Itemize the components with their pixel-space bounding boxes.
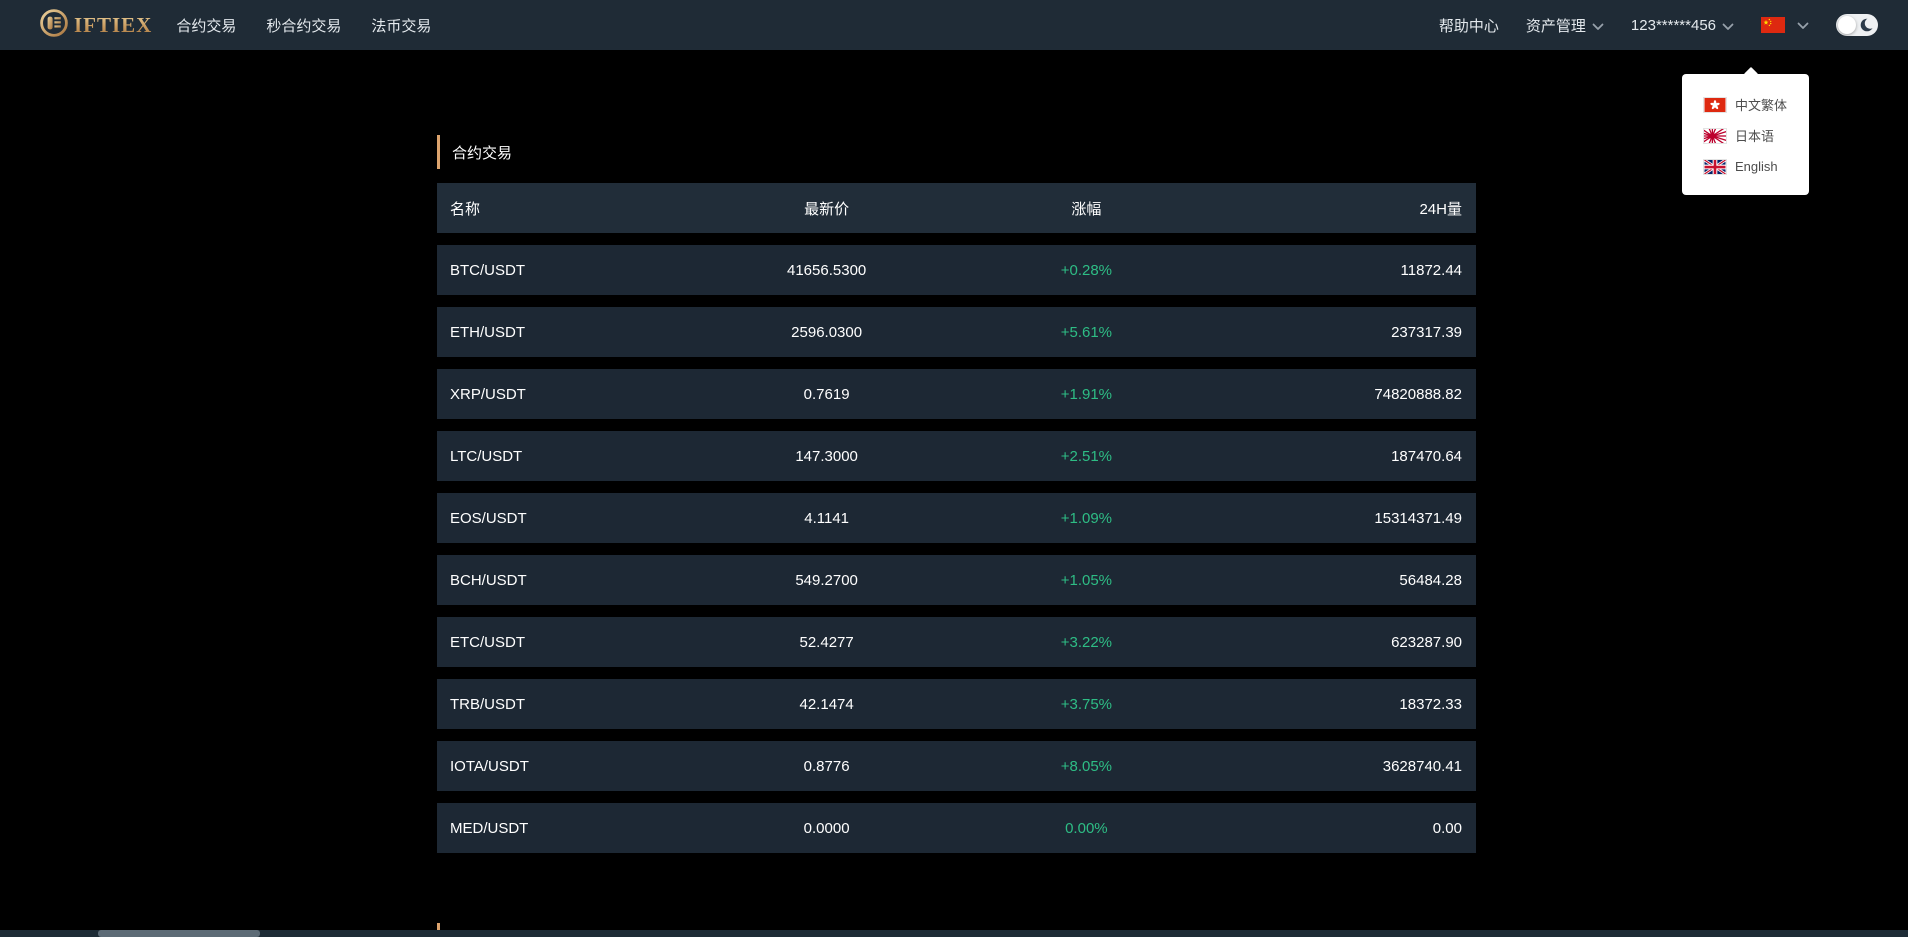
table-row[interactable]: TRB/USDT 42.1474 +3.75% 18372.33 xyxy=(437,679,1476,729)
china-flag-icon xyxy=(1761,17,1785,33)
cell-change: +2.51% xyxy=(1060,447,1113,465)
language-option-label: 日本语 xyxy=(1735,129,1775,144)
cell-price: 2596.0300 xyxy=(791,323,863,341)
table-row[interactable]: BTC/USDT 41656.5300 +0.28% 11872.44 xyxy=(437,245,1476,295)
section-title-contract-trade: 合约交易 xyxy=(437,135,1476,169)
japan-flag-icon xyxy=(1703,127,1727,144)
table-row[interactable]: ETC/USDT 52.4277 +3.22% 623287.90 xyxy=(437,617,1476,667)
chevron-down-icon xyxy=(1797,22,1809,30)
cell-name: XRP/USDT xyxy=(450,385,526,403)
brand-name: IFTIEX xyxy=(74,12,153,37)
section-title-text: 合约交易 xyxy=(452,144,513,162)
cell-name: LTC/USDT xyxy=(450,447,523,465)
table-row[interactable]: IOTA/USDT 0.8776 +8.05% 3628740.41 xyxy=(437,741,1476,791)
moon-icon xyxy=(1859,17,1876,38)
cell-name: ETC/USDT xyxy=(450,633,525,651)
cell-change: +8.05% xyxy=(1060,757,1113,775)
language-option-traditional-chinese[interactable]: 中文繁体 xyxy=(1682,89,1809,120)
cell-change: +3.75% xyxy=(1060,695,1113,713)
hong-kong-flag-icon xyxy=(1703,96,1727,113)
toggle-knob xyxy=(1838,16,1856,34)
cell-change: +0.28% xyxy=(1060,261,1113,279)
cell-change: +5.61% xyxy=(1060,323,1113,341)
table-row[interactable]: MED/USDT 0.0000 0.00% 0.00 xyxy=(437,803,1476,853)
language-option-label: English xyxy=(1735,159,1778,174)
cell-volume: 74820888.82 xyxy=(1374,385,1462,403)
cell-name: TRB/USDT xyxy=(450,695,525,713)
cell-name: IOTA/USDT xyxy=(450,757,529,775)
cell-volume: 623287.90 xyxy=(1391,633,1462,651)
cell-price: 549.2700 xyxy=(795,571,858,589)
account-menu[interactable]: 123******456 xyxy=(1631,16,1734,35)
uk-flag-icon xyxy=(1703,158,1727,175)
brand-logo[interactable]: IFTIEX xyxy=(40,8,153,42)
language-option-label: 中文繁体 xyxy=(1735,98,1788,113)
cell-change: +1.05% xyxy=(1060,571,1113,589)
cell-price: 41656.5300 xyxy=(787,261,867,279)
table-row[interactable]: ETH/USDT 2596.0300 +5.61% 237317.39 xyxy=(437,307,1476,357)
account-label: 123******456 xyxy=(1630,16,1716,34)
navbar-right: 帮助中心 资产管理 123******456 xyxy=(1439,14,1878,36)
top-navbar: IFTIEX 合约交易 秒合约交易 法币交易 帮助中心 资产管理 123****… xyxy=(0,0,1908,50)
horizontal-scrollbar-track[interactable] xyxy=(0,930,1908,937)
dropdown-caret xyxy=(1743,66,1759,82)
cell-name: MED/USDT xyxy=(450,819,529,837)
cell-volume: 0.00 xyxy=(1432,819,1462,837)
nav-item-contract-trade[interactable]: 合约交易 xyxy=(176,17,237,35)
cell-price: 4.1141 xyxy=(804,509,849,527)
theme-toggle[interactable] xyxy=(1836,14,1878,36)
asset-management-label: 资产管理 xyxy=(1525,17,1586,35)
coin-logo-icon xyxy=(40,8,68,42)
cell-volume: 3628740.41 xyxy=(1382,757,1462,775)
market-table: 名称 最新价 涨幅 24H量 BTC/USDT 41656.5300 +0.28… xyxy=(437,183,1476,853)
help-center-label: 帮助中心 xyxy=(1438,17,1499,35)
main-nav: 合约交易 秒合约交易 法币交易 xyxy=(176,15,431,36)
cell-change: +1.09% xyxy=(1060,509,1113,527)
table-row[interactable]: LTC/USDT 147.3000 +2.51% 187470.64 xyxy=(437,431,1476,481)
cell-name: BTC/USDT xyxy=(450,261,525,279)
cell-volume: 56484.28 xyxy=(1399,571,1462,589)
table-row[interactable]: XRP/USDT 0.7619 +1.91% 74820888.82 xyxy=(437,369,1476,419)
market-table-header: 名称 最新价 涨幅 24H量 xyxy=(437,183,1476,233)
cell-price: 52.4277 xyxy=(799,633,854,651)
header-name: 名称 xyxy=(450,200,481,218)
language-option-japanese[interactable]: 日本语 xyxy=(1682,120,1809,151)
asset-management-menu[interactable]: 资产管理 xyxy=(1526,15,1604,36)
horizontal-scrollbar-thumb[interactable] xyxy=(98,930,260,937)
cell-price: 0.8776 xyxy=(803,757,850,775)
nav-item-fiat-trade[interactable]: 法币交易 xyxy=(371,17,432,35)
cell-name: EOS/USDT xyxy=(450,509,527,527)
cell-price: 147.3000 xyxy=(795,447,858,465)
chevron-down-icon xyxy=(1592,18,1604,35)
language-dropdown: 中文繁体 xyxy=(1682,66,1809,195)
cell-price: 42.1474 xyxy=(799,695,854,713)
cell-volume: 18372.33 xyxy=(1399,695,1462,713)
language-selector[interactable] xyxy=(1761,17,1809,33)
header-change: 涨幅 xyxy=(1071,200,1102,218)
nav-item-second-contract-trade[interactable]: 秒合约交易 xyxy=(266,17,342,35)
cell-change: +3.22% xyxy=(1060,633,1113,651)
header-price: 最新价 xyxy=(804,200,850,218)
cell-name: BCH/USDT xyxy=(450,571,527,589)
cell-volume: 187470.64 xyxy=(1391,447,1462,465)
cell-price: 0.7619 xyxy=(803,385,850,403)
market-table-body: BTC/USDT 41656.5300 +0.28% 11872.44 ETH/… xyxy=(437,245,1476,853)
language-option-english[interactable]: English xyxy=(1682,151,1809,182)
header-volume: 24H量 xyxy=(1419,200,1462,218)
chevron-down-icon xyxy=(1722,18,1734,35)
cell-volume: 11872.44 xyxy=(1400,261,1462,279)
cell-change: +1.91% xyxy=(1060,385,1113,403)
cell-volume: 15314371.49 xyxy=(1374,509,1462,527)
help-center-link[interactable]: 帮助中心 xyxy=(1439,15,1499,36)
cell-change: 0.00% xyxy=(1065,819,1108,837)
cell-name: ETH/USDT xyxy=(450,323,525,341)
cell-volume: 237317.39 xyxy=(1391,323,1462,341)
table-row[interactable]: EOS/USDT 4.1141 +1.09% 15314371.49 xyxy=(437,493,1476,543)
cell-price: 0.0000 xyxy=(803,819,850,837)
table-row[interactable]: BCH/USDT 549.2700 +1.05% 56484.28 xyxy=(437,555,1476,605)
